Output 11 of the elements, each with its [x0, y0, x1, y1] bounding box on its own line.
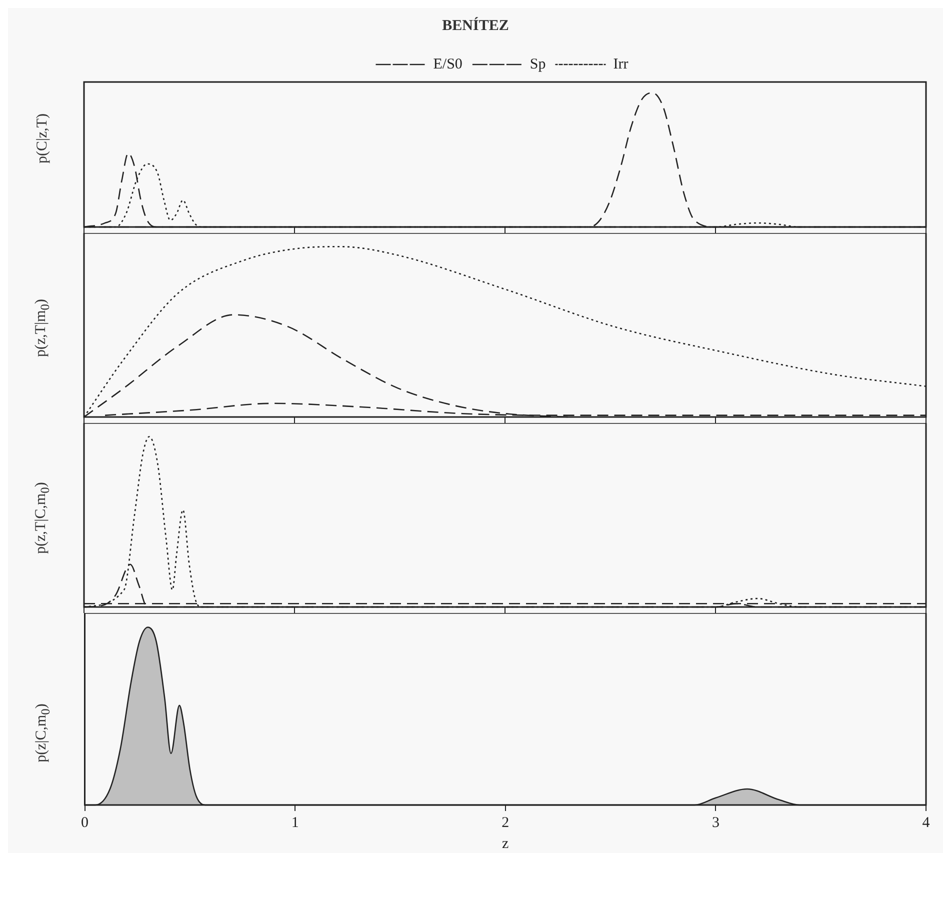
chart-title: BENÍTEZ — [441, 18, 510, 35]
x-tick-label: 2 — [502, 814, 510, 831]
y-axis-title: p(C|z,T) — [34, 112, 52, 164]
x-axis-title: z — [502, 836, 510, 852]
x-tick-label: 1 — [291, 814, 299, 831]
legend-label: Irr — [613, 56, 628, 72]
legend-label: E/S0 — [433, 56, 462, 72]
x-tick-label: 0 — [81, 814, 88, 831]
x-tick-label: 4 — [922, 814, 930, 831]
x-tick-label: 3 — [712, 814, 720, 831]
legend-label: Sp — [530, 56, 546, 72]
